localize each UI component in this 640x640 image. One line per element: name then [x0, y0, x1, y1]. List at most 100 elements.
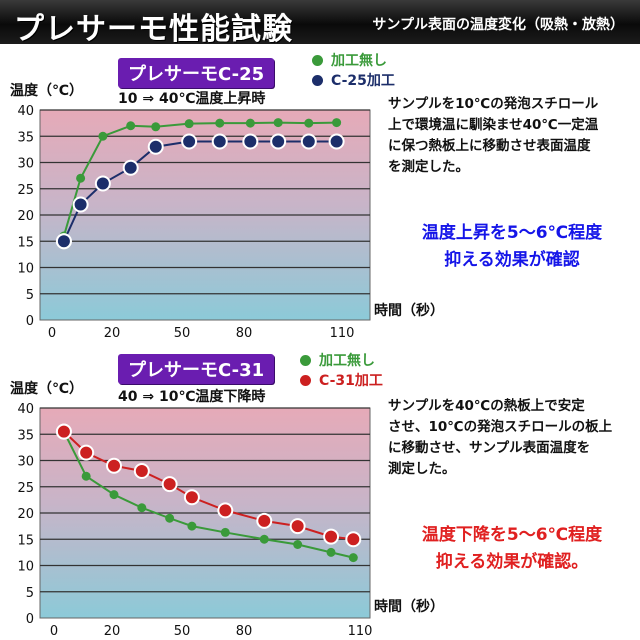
data-point	[217, 502, 234, 519]
y-tick-label: 30	[17, 157, 34, 172]
y-tick-label: 10	[17, 560, 34, 575]
y-tick-label: 35	[17, 428, 34, 443]
data-point	[147, 138, 164, 155]
chart-2: 0 5 10 15 20 25 30 35 40 0 20 50 80 110	[17, 402, 372, 639]
x-tick-label: 0	[48, 326, 56, 341]
y-tick-label: 25	[17, 481, 34, 496]
legend-item: C-25加工	[312, 70, 395, 90]
chart2-ylabel: 温度（℃）	[10, 381, 83, 397]
data-point	[137, 503, 147, 513]
data-point	[293, 540, 303, 549]
y-tick-label: 30	[17, 455, 34, 470]
data-point	[165, 513, 175, 523]
data-point	[76, 173, 86, 183]
y-tick-label: 0	[26, 314, 34, 329]
data-point	[215, 118, 225, 128]
data-point	[323, 528, 340, 545]
y-tick-label: 20	[17, 507, 34, 522]
x-tick-label: 80	[236, 624, 253, 639]
y-tick-label: 40	[17, 402, 34, 417]
chart2-description: サンプルを40℃の熱板上で安定 させ、10℃の発泡スチロールの板上 に移動させ、…	[388, 398, 613, 477]
chart1-ylabel: 温度（℃）	[10, 83, 83, 99]
data-point	[109, 490, 119, 500]
data-point	[332, 118, 342, 128]
chart1-xlabel: 時間（秒）	[374, 303, 444, 319]
data-point	[259, 534, 269, 544]
x-tick-label: 20	[104, 326, 121, 341]
x-tick-label: 110	[348, 624, 373, 639]
chart2-badge: プレサーモC-31	[118, 354, 275, 384]
x-tick-label: 20	[104, 624, 121, 639]
data-point	[326, 547, 336, 557]
data-point	[187, 521, 197, 531]
data-point	[106, 457, 122, 474]
y-tick-label: 15	[17, 235, 34, 250]
header-bar: プレサーモ性能試験 サンプル表面の温度変化（吸熱・放熱）	[0, 0, 640, 47]
legend-label: 加工無し	[331, 53, 387, 69]
chart1-description: サンプルを10℃の発泡スチロール 上で環境温に馴染ませ40℃一定温 に保つ熱板上…	[388, 96, 599, 175]
data-point	[94, 175, 111, 192]
x-tick-label: 50	[174, 326, 191, 341]
data-point	[211, 133, 228, 150]
legend-item: 加工無し	[312, 50, 395, 70]
data-point	[273, 118, 283, 128]
chart2-legend: 加工無し C-31加工	[300, 350, 383, 390]
chart2-subtitle: 40 ⇒ 10℃温度下降時	[118, 389, 266, 405]
y-tick-label: 35	[17, 130, 34, 145]
chart1-conclusion: 温度上昇を5～6℃程度 抑える効果が確認	[421, 223, 603, 270]
data-point	[81, 471, 91, 481]
data-point	[181, 133, 198, 150]
y-tick-label: 40	[17, 104, 34, 119]
page-subtitle: サンプル表面の温度変化（吸熱・放熱）	[372, 17, 624, 33]
legend-dot	[312, 74, 323, 86]
y-tick-label: 20	[17, 209, 34, 224]
data-point	[348, 553, 358, 563]
y-tick-label: 5	[26, 586, 34, 601]
data-point	[289, 518, 306, 535]
chart2-conclusion: 温度下降を5～6℃程度 抑える効果が確認。	[421, 525, 603, 572]
legend-item: C-31加工	[300, 370, 383, 390]
legend-dot	[300, 374, 311, 386]
data-point	[78, 444, 95, 461]
y-tick-label: 25	[17, 183, 34, 198]
data-point	[300, 133, 317, 150]
data-point	[55, 233, 72, 250]
x-tick-label: 50	[174, 624, 191, 639]
data-point	[304, 118, 314, 128]
data-point	[220, 527, 230, 537]
chart1-subtitle: 10 ⇒ 40℃温度上昇時	[118, 91, 266, 107]
data-point	[242, 133, 259, 150]
legend-dot	[300, 354, 311, 366]
data-point	[161, 476, 178, 493]
data-point	[245, 118, 255, 128]
data-point	[126, 121, 136, 131]
data-point	[151, 122, 161, 132]
x-tick-label: 110	[330, 326, 355, 341]
legend-label: 加工無し	[319, 353, 375, 369]
legend-item: 加工無し	[300, 350, 383, 370]
y-tick-label: 0	[26, 612, 34, 627]
y-tick-label: 15	[17, 533, 34, 548]
chart-1: 0 5 10 15 20 25 30 35 40 0 20 50 80 110	[17, 104, 371, 341]
legend-label: C-31加工	[319, 373, 383, 389]
data-point	[72, 196, 89, 213]
data-point	[133, 463, 150, 479]
y-tick-label: 5	[26, 288, 34, 303]
y-tick-label: 10	[17, 262, 34, 277]
legend-dot	[312, 54, 323, 66]
data-point	[256, 512, 273, 529]
legend-label: C-25加工	[331, 73, 395, 89]
data-point	[122, 159, 139, 176]
data-point	[98, 131, 108, 141]
page-title: プレサーモ性能試験	[14, 12, 293, 47]
data-point	[345, 531, 362, 548]
data-point	[270, 133, 287, 150]
x-tick-label: 0	[50, 624, 58, 639]
chart1-legend: 加工無し C-25加工	[312, 50, 395, 90]
data-point	[55, 423, 72, 440]
data-point	[184, 119, 194, 129]
chart1-badge: プレサーモC-25	[118, 58, 275, 88]
x-tick-label: 80	[236, 326, 253, 341]
data-point	[183, 489, 200, 506]
